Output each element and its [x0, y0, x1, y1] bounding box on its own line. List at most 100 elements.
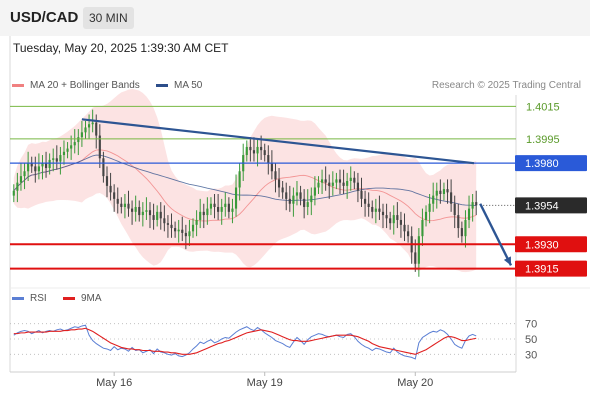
candle-body: [234, 187, 238, 209]
candle-body: [263, 150, 266, 156]
timestamp: Tuesday, May 20, 2025 1:39:30 AM CET: [13, 41, 229, 55]
candle-body: [159, 211, 162, 219]
candle-body: [156, 211, 159, 220]
downtrend-line: [81, 118, 475, 165]
candle-body: [19, 176, 23, 183]
candle-body: [59, 155, 62, 162]
candle-body: [95, 122, 98, 136]
candle-body: [335, 179, 338, 183]
support-level-label: 1.3915: [525, 264, 559, 276]
candle-body: [446, 189, 449, 193]
candle-body: [414, 252, 417, 264]
candle-body: [37, 166, 40, 172]
candle-body: [77, 137, 80, 143]
candle-body: [131, 208, 134, 212]
candle-body: [389, 218, 392, 224]
candle-body: [403, 224, 406, 232]
candle-body: [52, 158, 55, 160]
candle-body: [428, 203, 431, 212]
candle-body: [450, 192, 453, 204]
candle-body: [134, 206, 137, 212]
legend-ma20-swatch: [12, 83, 24, 87]
legend-ma20: MA 20 + Bollinger Bands: [12, 80, 140, 91]
candle-body: [299, 192, 302, 199]
candle-body: [285, 192, 288, 199]
candle-body: [238, 171, 241, 188]
candle-body: [116, 198, 119, 204]
candle-body: [421, 219, 424, 237]
candle-body: [62, 151, 66, 156]
candle-body: [256, 146, 259, 154]
candle-body: [113, 192, 116, 199]
candle-body: [371, 206, 374, 212]
candle-body: [471, 202, 474, 209]
candle-body: [227, 203, 230, 212]
copyright-notice: Research © 2025 Trading Central: [431, 80, 581, 91]
candle-body: [392, 215, 395, 224]
candle-body: [191, 224, 195, 232]
candle-body: [320, 179, 324, 183]
candle-body: [231, 208, 234, 212]
candle-body: [148, 210, 152, 216]
candle-body: [84, 127, 87, 133]
candle-body: [295, 192, 299, 196]
chart-header: USD/CAD 30 MIN: [0, 0, 590, 36]
candle-body: [34, 166, 37, 172]
candle-body: [349, 177, 352, 182]
candle-body: [435, 190, 438, 196]
candle-body: [324, 179, 327, 183]
target-level-label: 1.4015: [526, 101, 560, 113]
candle-body: [328, 182, 331, 186]
candle-body: [202, 211, 205, 216]
candle-body: [145, 210, 148, 212]
candle-body: [177, 229, 180, 232]
legend-9ma: 9MA: [63, 293, 102, 304]
rsi-ma9-line: [13, 327, 477, 355]
candle-body: [313, 187, 316, 196]
candle-body: [23, 171, 26, 177]
candle-body: [152, 215, 155, 220]
candle-body: [317, 182, 320, 188]
timeframe-badge[interactable]: 30 MIN: [83, 7, 134, 29]
candle-body: [220, 206, 223, 212]
candle-body: [55, 158, 58, 162]
candle-body: [270, 163, 273, 172]
candle-body: [385, 215, 388, 219]
candle-body: [464, 219, 467, 237]
resistance-level-tag: [515, 155, 587, 172]
candle-body: [105, 176, 109, 186]
legend-ma50-swatch: [156, 83, 168, 87]
candle-body: [356, 182, 359, 191]
ma50-line: [13, 154, 477, 207]
candle-body: [467, 208, 471, 220]
candle-body: [407, 231, 410, 237]
candle-body: [374, 208, 377, 212]
candle-body: [460, 228, 463, 237]
candle-body: [127, 203, 130, 209]
forecast-arrow: [479, 203, 513, 266]
candle-body: [209, 203, 213, 209]
candle-body: [252, 150, 256, 154]
candle-body: [80, 132, 83, 138]
candle-body: [432, 195, 435, 204]
candle-body: [163, 218, 166, 224]
candle-body: [166, 223, 170, 225]
candle-body: [120, 203, 123, 207]
last-price-tag: [515, 197, 587, 214]
candle-body: [141, 211, 144, 216]
candle-body: [44, 163, 48, 169]
candle-body: [123, 203, 126, 207]
candle-body: [439, 190, 442, 194]
legend-ma50: MA 50: [156, 80, 202, 91]
candle-body: [12, 190, 15, 196]
candle-body: [353, 177, 356, 183]
candle-body: [267, 155, 270, 164]
x-tick-label: May 20: [397, 377, 433, 389]
candle-body: [424, 211, 428, 220]
candle-body: [98, 135, 101, 159]
candle-body: [66, 148, 69, 152]
candle-body: [381, 211, 385, 216]
legend-rsi-swatch: [12, 296, 24, 300]
candle-body: [174, 228, 177, 232]
candle-body: [249, 146, 252, 151]
